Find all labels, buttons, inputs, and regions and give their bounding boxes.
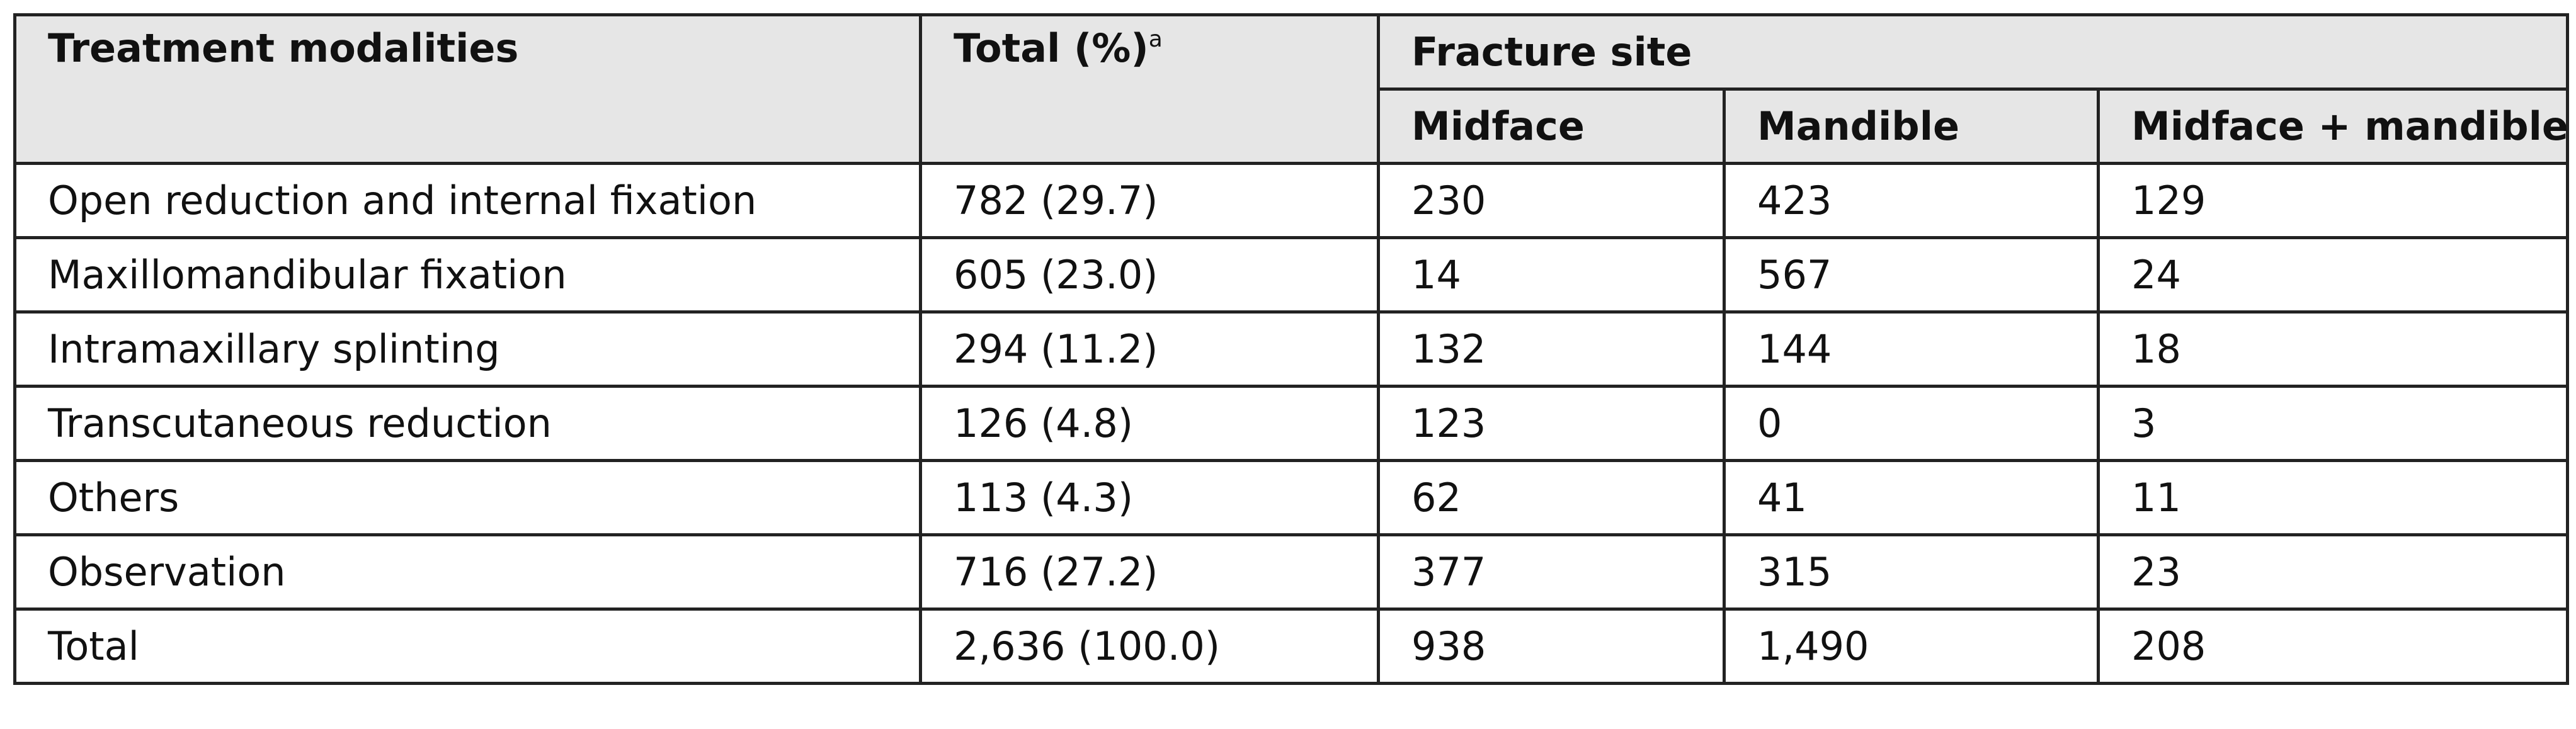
table-cell: 14 (1377, 236, 1726, 314)
header-cell: Fracture site (1377, 13, 2569, 91)
table-cell: 230 (1377, 162, 1726, 239)
table-cell: 315 (1723, 533, 2100, 611)
header-text: Total (%) (954, 25, 1149, 71)
table-cell: 41 (1723, 459, 2100, 536)
table-cell: Others (13, 459, 922, 536)
table-cell: Intramaxillary splinting (13, 310, 922, 388)
table-row: Observation 716 (27.2) 377 315 23 (13, 533, 2569, 611)
table-cell: 567 (1723, 236, 2100, 314)
table-cell: 605 (23.0) (919, 236, 1380, 314)
table-cell: 3 (2097, 385, 2569, 462)
table-cell: Transcutaneous reduction (13, 385, 922, 462)
footnote-mark: a (1148, 26, 1163, 52)
table-cell: 0 (1723, 385, 2100, 462)
table-row: Others 113 (4.3) 62 41 11 (13, 459, 2569, 536)
table-cell: 716 (27.2) (919, 533, 1380, 611)
table-cell: Total (13, 608, 922, 685)
table-cell: 18 (2097, 310, 2569, 388)
header-text: Treatment modalities (48, 25, 519, 71)
table-cell: Maxillomandibular fixation (13, 236, 922, 314)
table-cell: 126 (4.8) (919, 385, 1380, 462)
table-cell: 2,636 (100.0) (919, 608, 1380, 685)
table-cell: 377 (1377, 533, 1726, 611)
table-cell: 208 (2097, 608, 2569, 685)
table-row: Maxillomandibular fixation 605 (23.0) 14 56… (13, 236, 2569, 314)
table-row: Open reduction and internal fixation 782 … (13, 162, 2569, 239)
header-subrow: Midface Mandible Midface + mandible (15, 88, 2569, 165)
table-cell: 782 (29.7) (919, 162, 1380, 239)
table-cell: 24 (2097, 236, 2569, 314)
data-table: Treatment modalities Total (%)a Fracture… (13, 13, 2569, 685)
header-text: Fracture site (1411, 29, 1692, 75)
table-cell: 423 (1723, 162, 2100, 239)
table-cell: 113 (4.3) (919, 459, 1380, 536)
table-cell: 62 (1377, 459, 1726, 536)
table-cell: 938 (1377, 608, 1726, 685)
header-cell: Midface + mandible (2097, 88, 2569, 165)
table-header: Treatment modalities Total (%)a Fracture… (13, 13, 2569, 165)
table-body: Open reduction and internal fixation 782 … (13, 162, 2569, 685)
table-cell: Open reduction and internal fixation (13, 162, 922, 239)
header-cell: Total (%)a (919, 13, 1380, 165)
table-cell: 23 (2097, 533, 2569, 611)
table-cell: 1,490 (1723, 608, 2100, 685)
table-row: Transcutaneous reduction 126 (4.8) 123 0 3 (13, 385, 2569, 462)
table-cell: 132 (1377, 310, 1726, 388)
table-cell: 129 (2097, 162, 2569, 239)
header-cell: Mandible (1723, 88, 2100, 165)
table-row: Intramaxillary splinting 294 (11.2) 132 144… (13, 310, 2569, 388)
table-cell: 294 (11.2) (919, 310, 1380, 388)
header-cell: Midface (1377, 88, 1726, 165)
table-cell: 144 (1723, 310, 2100, 388)
table-cell: 123 (1377, 385, 1726, 462)
header-cell: Treatment modalities (13, 13, 922, 165)
table-cell: Observation (13, 533, 922, 611)
table-cell: 11 (2097, 459, 2569, 536)
table-row: Total 2,636 (100.0) 938 1,490 208 (13, 608, 2569, 685)
